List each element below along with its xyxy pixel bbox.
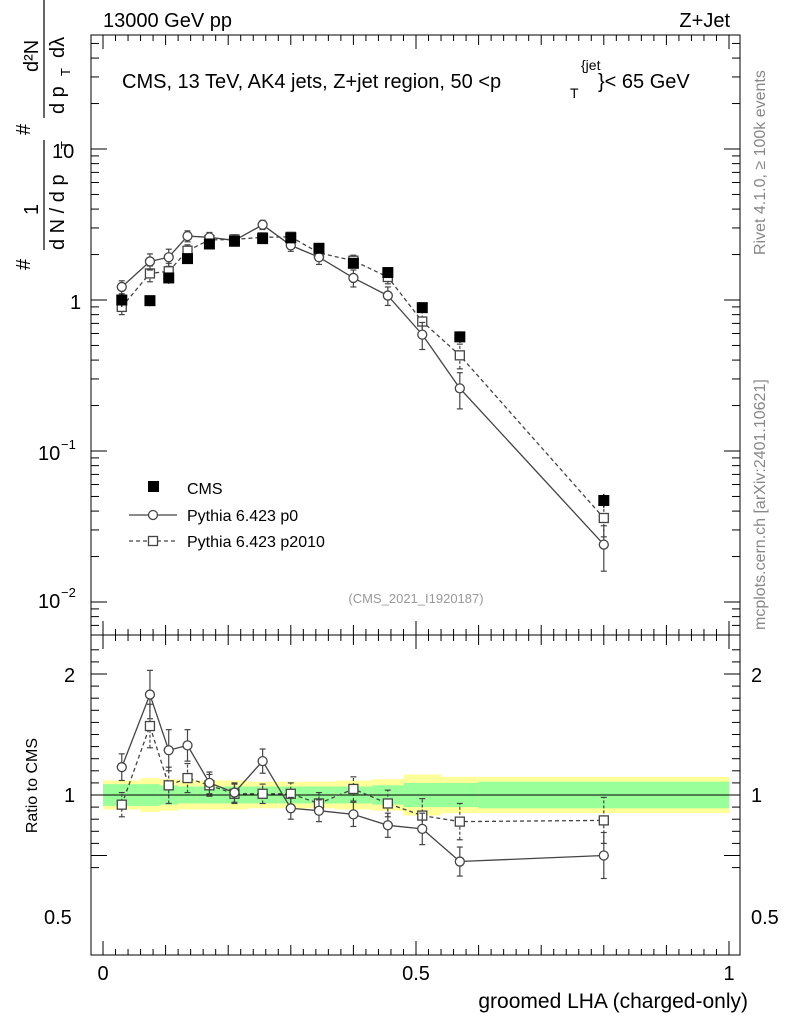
p2010-ratio-point	[382, 798, 393, 809]
p2010-ratio-point	[454, 816, 465, 827]
p0-main-point	[382, 290, 393, 301]
p0-ratio-point	[417, 823, 428, 835]
cms-main-point	[347, 257, 359, 269]
cms-main-point	[182, 253, 194, 265]
cms-main-point	[116, 294, 128, 306]
process-label: Z+Jet	[679, 10, 730, 32]
x-tick-label-1: 1	[723, 963, 734, 985]
main-tick-label-10: 10	[52, 141, 74, 163]
legend-p0-marker	[147, 509, 159, 521]
cms-main-point	[454, 331, 466, 343]
p0-ratio-point	[454, 856, 465, 867]
p2010-ratio-point	[257, 788, 268, 799]
cms-main-point	[285, 232, 297, 244]
p0-ratio-point	[598, 850, 609, 861]
axis-ticks	[91, 35, 740, 955]
mcplots-label: mcplots.cern.ch [arXiv:2401.10621]	[752, 379, 769, 630]
ylabel-dpt-sub: T	[58, 68, 73, 76]
x-tick-label-0p5: 0.5	[402, 963, 430, 985]
p0-main-point	[313, 252, 325, 263]
p0-ratio-point	[313, 805, 325, 816]
p2010-main-point	[454, 350, 465, 361]
ylabel-hash-2: #	[13, 123, 35, 135]
energy-label: 13000 GeV pp	[103, 10, 232, 32]
p0-ratio-point	[382, 820, 393, 831]
p0-ratio-point	[163, 745, 174, 756]
p0-main-point	[163, 252, 174, 263]
p0-main-point	[598, 539, 609, 550]
p0-ratio-point	[116, 762, 127, 773]
ylabel-denominator: d N / d p	[47, 174, 69, 250]
ylabel-numerator: d²N	[21, 40, 43, 72]
ylabel-hash-1: #	[13, 258, 35, 270]
p0-main-point	[454, 383, 465, 394]
legend-p0-label: Pythia 6.423 p0	[187, 508, 298, 525]
plot-title-superscript: {jet	[581, 57, 601, 73]
p0-ratio-point	[348, 809, 359, 820]
legend-p2010-marker	[147, 535, 159, 547]
ylabel-dlambda: dλ	[47, 37, 69, 58]
p0-ratio-point	[285, 803, 296, 814]
cms-main-point	[144, 295, 156, 307]
ratio-tick-label-0p5-left: 0.5	[44, 907, 72, 929]
ratio-tick-label-0p5-right: 0.5	[751, 907, 779, 929]
p0-main-point	[257, 219, 268, 230]
p0-main-point	[116, 281, 127, 293]
cms-main-point	[228, 235, 240, 247]
rivet-version-label: Rivet 4.1.0, ≥ 100k events	[752, 70, 769, 255]
cms-main-point	[598, 495, 610, 507]
p2010-ratio-point	[182, 772, 193, 784]
plot-title: CMS, 13 TeV, AK4 jets, Z+jet region, 50 …	[122, 71, 501, 93]
main-tick-label-0p01-exp: −2	[61, 585, 76, 600]
p2010-ratio-point	[116, 799, 127, 810]
x-tick-label-0: 0	[97, 963, 108, 985]
p0-main-point	[348, 272, 359, 284]
legend-p2010-label: Pythia 6.423 p2010	[187, 534, 325, 551]
main-tick-label-0p01-base: 10	[38, 591, 60, 613]
p0-ratio-point	[257, 755, 268, 767]
p2010-main-line	[121, 236, 605, 519]
cms-main-point	[203, 238, 215, 250]
main-tick-label-0p1-base: 10	[38, 443, 60, 465]
x-axis-label: groomed LHA (charged-only)	[478, 990, 748, 1013]
p0-main-point	[144, 256, 156, 267]
legend-cms-label: CMS	[187, 481, 223, 498]
legend: CMS Pythia 6.423 p0 Pythia 6.423 p2010	[129, 481, 325, 551]
p0-main-point	[182, 230, 193, 242]
legend-cms-marker	[148, 481, 159, 492]
p2010-ratio-point	[163, 780, 174, 791]
p0-main-point	[417, 329, 428, 340]
cms-main-point	[382, 267, 394, 279]
analysis-id-label: (CMS_2021_I1920187)	[348, 591, 483, 606]
ratio-y-axis-label: Ratio to CMS	[24, 738, 41, 833]
plot-title-subscript: T	[570, 85, 579, 101]
cms-main-point	[163, 272, 175, 284]
cms-main-point	[313, 242, 325, 254]
data-marks	[116, 219, 610, 880]
p2010-ratio-point	[348, 783, 359, 795]
ylabel-dpt: d p	[47, 86, 69, 114]
ratio-tick-label-2-left: 2	[64, 665, 75, 687]
cms-main-point	[257, 233, 269, 245]
cms-main-point	[416, 302, 428, 314]
ratio-tick-label-1-left: 1	[64, 785, 75, 807]
p2010-ratio-point	[598, 815, 609, 826]
main-tick-label-0p1-exp: −1	[61, 437, 76, 452]
ratio-tick-label-2-right: 2	[751, 665, 762, 687]
p0-ratio-point	[144, 689, 156, 700]
p0-ratio-point	[182, 740, 193, 751]
p2010-ratio-point	[144, 720, 156, 732]
p2010-main-point	[598, 512, 609, 524]
ylabel-one: 1	[21, 204, 43, 215]
p0-ratio-point	[204, 777, 215, 789]
ratio-tick-label-1-right: 1	[751, 785, 762, 807]
p0-ratio-point	[229, 787, 240, 798]
main-tick-label-1: 1	[70, 292, 81, 314]
ylabel-denominator-sub: T	[58, 141, 73, 149]
main-y-axis-label: # 1 d N / d p T # d²N d p T dλ	[13, 0, 73, 270]
plot-title-end: }< 65 GeV	[598, 71, 690, 93]
